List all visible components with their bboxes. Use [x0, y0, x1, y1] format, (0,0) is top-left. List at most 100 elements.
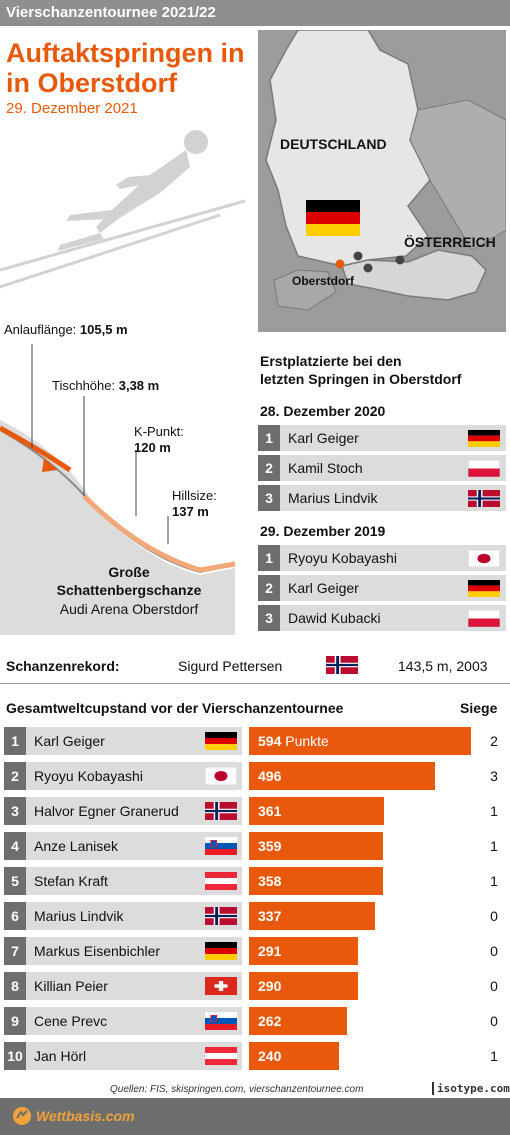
athlete-cell — [4, 902, 242, 930]
hill-profile — [0, 344, 236, 635]
header-title: Vierschanzentournee 2021/22 — [6, 4, 216, 21]
wins-value: 1 — [490, 1048, 498, 1064]
athlete-name: Anze Lanisek — [34, 838, 119, 854]
athlete-name: Marius Lindvik — [34, 908, 124, 924]
winner-rank: 3 — [258, 485, 280, 511]
footer-logo: Wettbasis.com — [36, 1108, 135, 1124]
oberstdorf-dot — [335, 259, 345, 269]
switzerland-shape — [273, 269, 337, 311]
winner-row: 1 Ryoyu Kobayashi — [258, 545, 506, 571]
germany-flag-map — [306, 200, 360, 212]
winner-row: 3 Dawid Kubacki — [258, 605, 506, 631]
switzerland-flag-icon — [205, 977, 237, 995]
athlete-cell — [4, 867, 242, 895]
winner-row: 3 Marius Lindvik — [258, 485, 506, 511]
table-row: 4 Anze Lanisek 359 1 — [4, 832, 506, 860]
footer-bar: Wettbasis.com — [0, 1098, 510, 1135]
table-row: 6 Marius Lindvik 337 0 — [4, 902, 506, 930]
points-bar — [249, 832, 383, 860]
rank-badge: 5 — [4, 867, 26, 895]
athlete-cell — [4, 1042, 242, 1070]
norway-flag-icon — [205, 802, 237, 820]
hillsize-label: Hillsize: 137 m — [172, 488, 217, 519]
athlete-cell — [4, 972, 242, 1000]
athlete-name: Killian Peier — [34, 978, 108, 994]
points-bar — [249, 902, 375, 930]
points-bar — [249, 972, 358, 1000]
winner-rank: 1 — [258, 545, 280, 571]
table-row: 10 Jan Hörl 240 1 — [4, 1042, 506, 1070]
athlete-name: Markus Eisenbichler — [34, 943, 161, 959]
winner-rank: 1 — [258, 425, 280, 451]
event-date: 29. Dezember 2021 — [6, 100, 138, 117]
label-deutschland: DEUTSCHLAND — [280, 136, 387, 152]
germany-flag-icon — [468, 430, 500, 447]
athlete-cell — [4, 937, 242, 965]
japan-flag-icon — [468, 550, 500, 567]
points-label: 361 — [258, 803, 282, 819]
header-bar: Vierschanzentournee 2021/22 — [0, 0, 510, 26]
ski-jumper-icon — [0, 130, 246, 289]
rank-badge: 1 — [4, 727, 26, 755]
slovenia-flag-icon — [205, 837, 237, 855]
anlauf-label: Anlauflänge: 105,5 m — [4, 322, 128, 337]
tisch-label: Tischhöhe: 3,38 m — [52, 378, 160, 393]
winner-name: Dawid Kubacki — [288, 610, 381, 626]
sources: Quellen: FIS, skispringen.com, vierschan… — [110, 1084, 364, 1095]
table-row: 8 Killian Peier 290 0 — [4, 972, 506, 1000]
kpunkt-label: K-Punkt: 120 m — [134, 424, 184, 455]
table-row: 3 Halvor Egner Granerud 361 1 — [4, 797, 506, 825]
points-label: 290 — [258, 978, 282, 994]
winner-rank: 2 — [258, 455, 280, 481]
athlete-name: Jan Hörl — [34, 1048, 87, 1064]
rank-badge: 6 — [4, 902, 26, 930]
standings-title: Gesamtweltcupstand vor der Vierschanzent… — [6, 700, 344, 716]
slovenia-flag-icon — [205, 1012, 237, 1030]
winner-name: Ryoyu Kobayashi — [288, 550, 397, 566]
rank-badge: 8 — [4, 972, 26, 1000]
points-label: 359 — [258, 838, 282, 854]
map-shapes — [265, 30, 506, 311]
japan-flag-icon — [205, 767, 237, 785]
winner-rank: 3 — [258, 605, 280, 631]
label-oesterreich: ÖSTERREICH — [404, 234, 496, 250]
points-label: 262 — [258, 1013, 282, 1029]
points-bar — [249, 867, 383, 895]
title-line-2: in Oberstdorf — [6, 68, 178, 98]
wins-value: 0 — [490, 908, 498, 924]
athlete-name: Stefan Kraft — [34, 873, 108, 889]
athlete-cell — [4, 832, 242, 860]
germany-flag-icon — [205, 732, 237, 750]
record-row: Schanzenrekord: Sigurd Pettersen 143,5 m… — [0, 648, 510, 684]
rank-badge: 3 — [4, 797, 26, 825]
athlete-cell — [4, 797, 242, 825]
points-label: 337 — [258, 908, 282, 924]
inrun-line — [0, 425, 72, 473]
athlete-cell — [4, 1007, 242, 1035]
germany-flag-icon — [468, 580, 500, 597]
austria-flag-icon — [205, 872, 237, 890]
wins-value: 3 — [490, 768, 498, 784]
logo-icon — [13, 1107, 31, 1125]
winner-rank: 2 — [258, 575, 280, 601]
poland-flag-icon — [468, 610, 500, 627]
wins-value: 1 — [490, 803, 498, 819]
rank-badge: 10 — [4, 1042, 26, 1070]
wins-value: 2 — [490, 733, 498, 749]
winner-row: 2 Kamil Stoch — [258, 455, 506, 481]
points-unit: Punkte — [285, 733, 329, 749]
winner-row: 1 Karl Geiger — [258, 425, 506, 451]
athlete-cell — [4, 727, 242, 755]
poland-flag-icon — [468, 460, 500, 477]
wins-value: 0 — [490, 943, 498, 959]
norway-flag-icon — [326, 656, 358, 674]
record-value: 143,5 m, 2003 — [398, 658, 488, 674]
points-bar — [249, 937, 358, 965]
record-holder: Sigurd Pettersen — [178, 658, 283, 674]
points-label: 240 — [258, 1048, 282, 1064]
winner-name: Karl Geiger — [288, 430, 359, 446]
hill-arena: Audi Arena Oberstdorf — [59, 601, 199, 617]
norway-flag-icon — [205, 907, 237, 925]
points-bar — [249, 797, 384, 825]
winner-date: 28. Dezember 2020 — [260, 403, 386, 419]
